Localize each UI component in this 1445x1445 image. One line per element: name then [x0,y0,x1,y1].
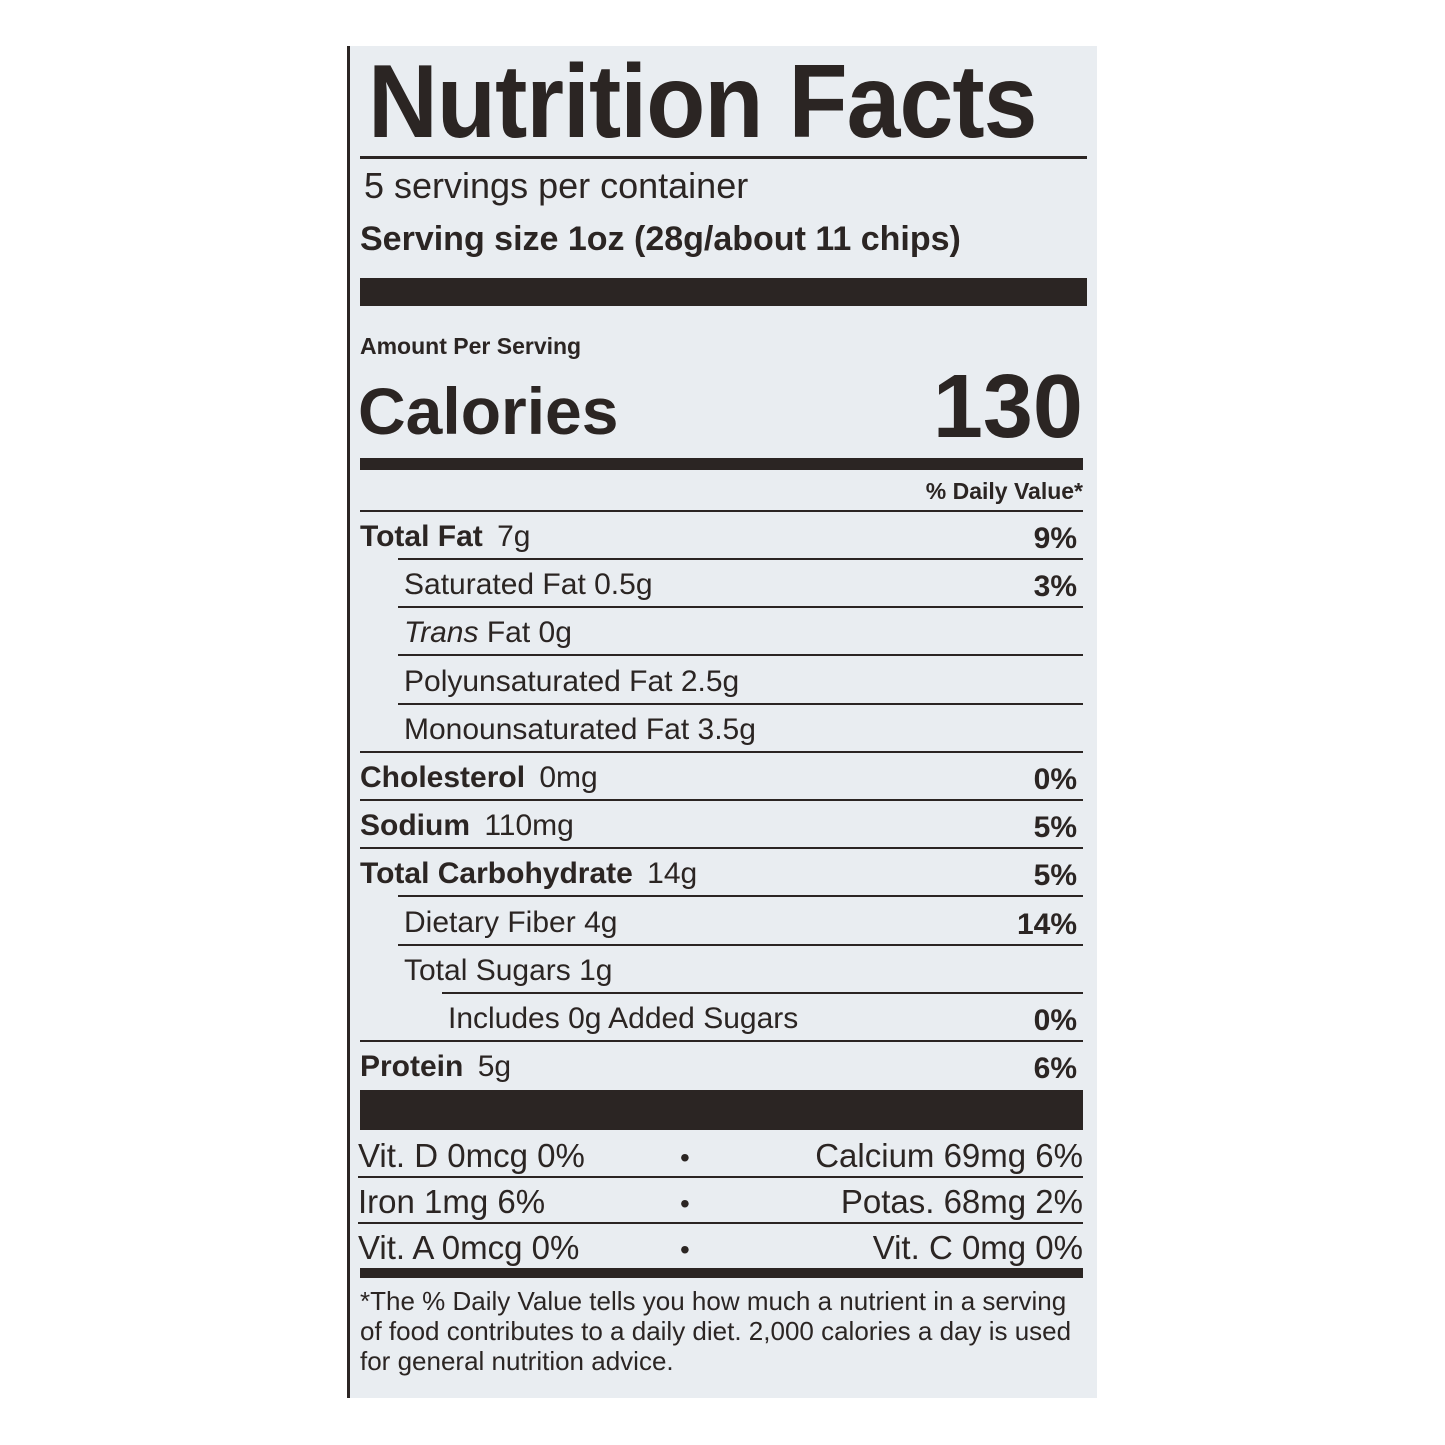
nutrient-amount: 110mg [484,809,574,843]
thick-divider [360,1090,1083,1130]
nutrient-name: Includes 0g Added Sugars [448,1004,798,1034]
nutrient-row: Cholesterol 0mg 0% [360,753,1083,801]
nutrient-row: Polyunsaturated Fat 2.5g [360,657,1083,705]
nutrient-name: Total Carbohydrate 14g [360,859,697,889]
nutrient-label: Polyunsaturated Fat [404,664,673,698]
row-divider [360,799,1083,801]
nutrient-label: Includes 0g Added Sugars [448,1002,799,1035]
nutrient-name: Trans Fat 0g [404,618,572,648]
vitamin-row: Vit. A 0mcg 0% • Vit. C 0mg 0% [358,1224,1083,1270]
title-divider [360,156,1087,159]
nutrient-amount: 1g [579,953,613,987]
nutrient-daily-value: 9% [1033,522,1077,555]
nutrient-amount: 0g [538,616,572,650]
nutrient-amount: 0mg [539,761,598,794]
nutrient-name: Saturated Fat 0.5g [404,570,653,600]
vitamin-right: Calcium 69mg 6% [815,1137,1083,1174]
nutrient-label: Protein [360,1050,464,1084]
nutrient-label: Total Carbohydrate [360,857,633,891]
bullet-separator: • [680,1188,690,1219]
nutrient-amount: 5g [477,1050,512,1084]
divider [360,510,1083,512]
serving-size-value: 1oz (28g/about 11 chips) [567,220,961,258]
nutrient-name: Dietary Fiber 4g [404,905,618,939]
nutrient-amount: 14g [647,857,698,891]
nutrient-amount: 2.5g [680,664,740,698]
nutrient-label: Sodium [360,809,470,843]
nutrient-row: Trans Fat 0g [360,608,1083,657]
row-divider [360,847,1083,850]
row-divider [398,558,1083,560]
row-divider [398,654,1083,657]
nutrient-label: Saturated Fat [404,568,586,602]
nutrient-row: Protein 5g 6% [360,1042,1083,1090]
vitamin-row: Iron 1mg 6% • Potas. 68mg 2% [358,1178,1083,1224]
nutrient-row: Total Carbohydrate 14g 5% [360,849,1083,898]
nutrient-name: Monounsaturated Fat 3.5g [404,712,756,746]
vitamin-right: Vit. C 0mg 0% [872,1229,1083,1266]
nutrient-name: Polyunsaturated Fat 2.5g [404,664,740,698]
vitamin-left: Vit. D 0mcg 0% [358,1137,585,1174]
footnote: *The % Daily Value tells you how much a … [360,1286,1072,1376]
nutrient-daily-value: 6% [1033,1052,1077,1086]
amount-per-serving: Amount Per Serving [360,333,582,359]
servings-per-container: 5 servings per container [364,165,749,206]
nutrient-row: Dietary Fiber 4g 14% [360,898,1083,946]
nutrient-daily-value: 5% [1033,859,1077,893]
nutrient-row: Total Fat 7g 9% [360,512,1083,560]
row-divider [360,1040,1083,1042]
row-divider [398,606,1083,609]
nutrient-label: Monounsaturated Fat [404,712,690,746]
row-divider [442,991,1083,994]
nutrient-name: Total Fat 7g [360,522,531,552]
nutrient-row: Total Sugars 1g [360,946,1083,994]
row-divider [398,943,1083,946]
nutrient-label: Dietary Fiber [404,905,576,939]
row-divider [398,895,1083,898]
thick-divider [360,278,1087,306]
nutrient-amount: 7g [497,520,531,553]
nutrient-name: Total Sugars 1g [404,953,613,987]
nutrient-daily-value: 3% [1033,570,1077,604]
nutrient-label: Total Fat [360,520,483,553]
medium-divider [360,458,1083,470]
row-divider [398,702,1083,705]
nutrient-name: Cholesterol 0mg [360,763,598,793]
nutrient-daily-value: 5% [1033,811,1077,845]
nutrition-facts-label: Nutrition Facts 5 servings per container… [347,46,1097,1398]
nutrient-row: Saturated Fat 0.5g 3% [360,560,1083,609]
nutrient-daily-value: 0% [1033,763,1077,796]
nutrient-row: Includes 0g Added Sugars 0% [360,994,1083,1042]
bullet-separator: • [680,1142,690,1173]
row-divider [358,1176,1083,1178]
label-title: Nutrition Facts [368,44,1037,160]
vitamin-right: Potas. 68mg 2% [840,1183,1083,1220]
nutrient-label: Total Sugars [404,953,571,987]
nutrient-name: Protein 5g [360,1052,511,1082]
vitamin-left: Iron 1mg 6% [358,1183,546,1220]
row-divider [360,750,1083,753]
vitamin-left: Vit. A 0mcg 0% [358,1229,580,1266]
bullet-separator: • [680,1234,690,1265]
serving-size-label: Serving size [360,220,559,258]
thick-divider [360,1268,1083,1278]
row-divider [358,1222,1083,1224]
nutrient-amount: 4g [584,905,618,939]
nutrient-label-suffix: Fat [486,616,531,650]
nutrient-daily-value: 0% [1033,1004,1077,1037]
serving-size: Serving size 1oz (28g/about 11 chips) [360,222,961,256]
vitamin-row: Vit. D 0mcg 0% • Calcium 69mg 6% [358,1132,1083,1178]
nutrient-amount: 3.5g [697,712,756,746]
nutrient-row: Sodium 110mg 5% [360,801,1083,850]
nutrient-row: Monounsaturated Fat 3.5g [360,705,1083,753]
daily-value-header: % Daily Value* [925,478,1083,504]
calories-value: 130 [932,357,1083,457]
calories-label: Calories [358,374,619,448]
nutrient-label: Cholesterol [360,761,526,794]
nutrient-name: Sodium 110mg [360,811,574,841]
nutrient-label: Trans [404,616,479,650]
nutrient-amount: 0.5g [594,568,653,602]
nutrient-daily-value: 14% [1016,907,1077,941]
